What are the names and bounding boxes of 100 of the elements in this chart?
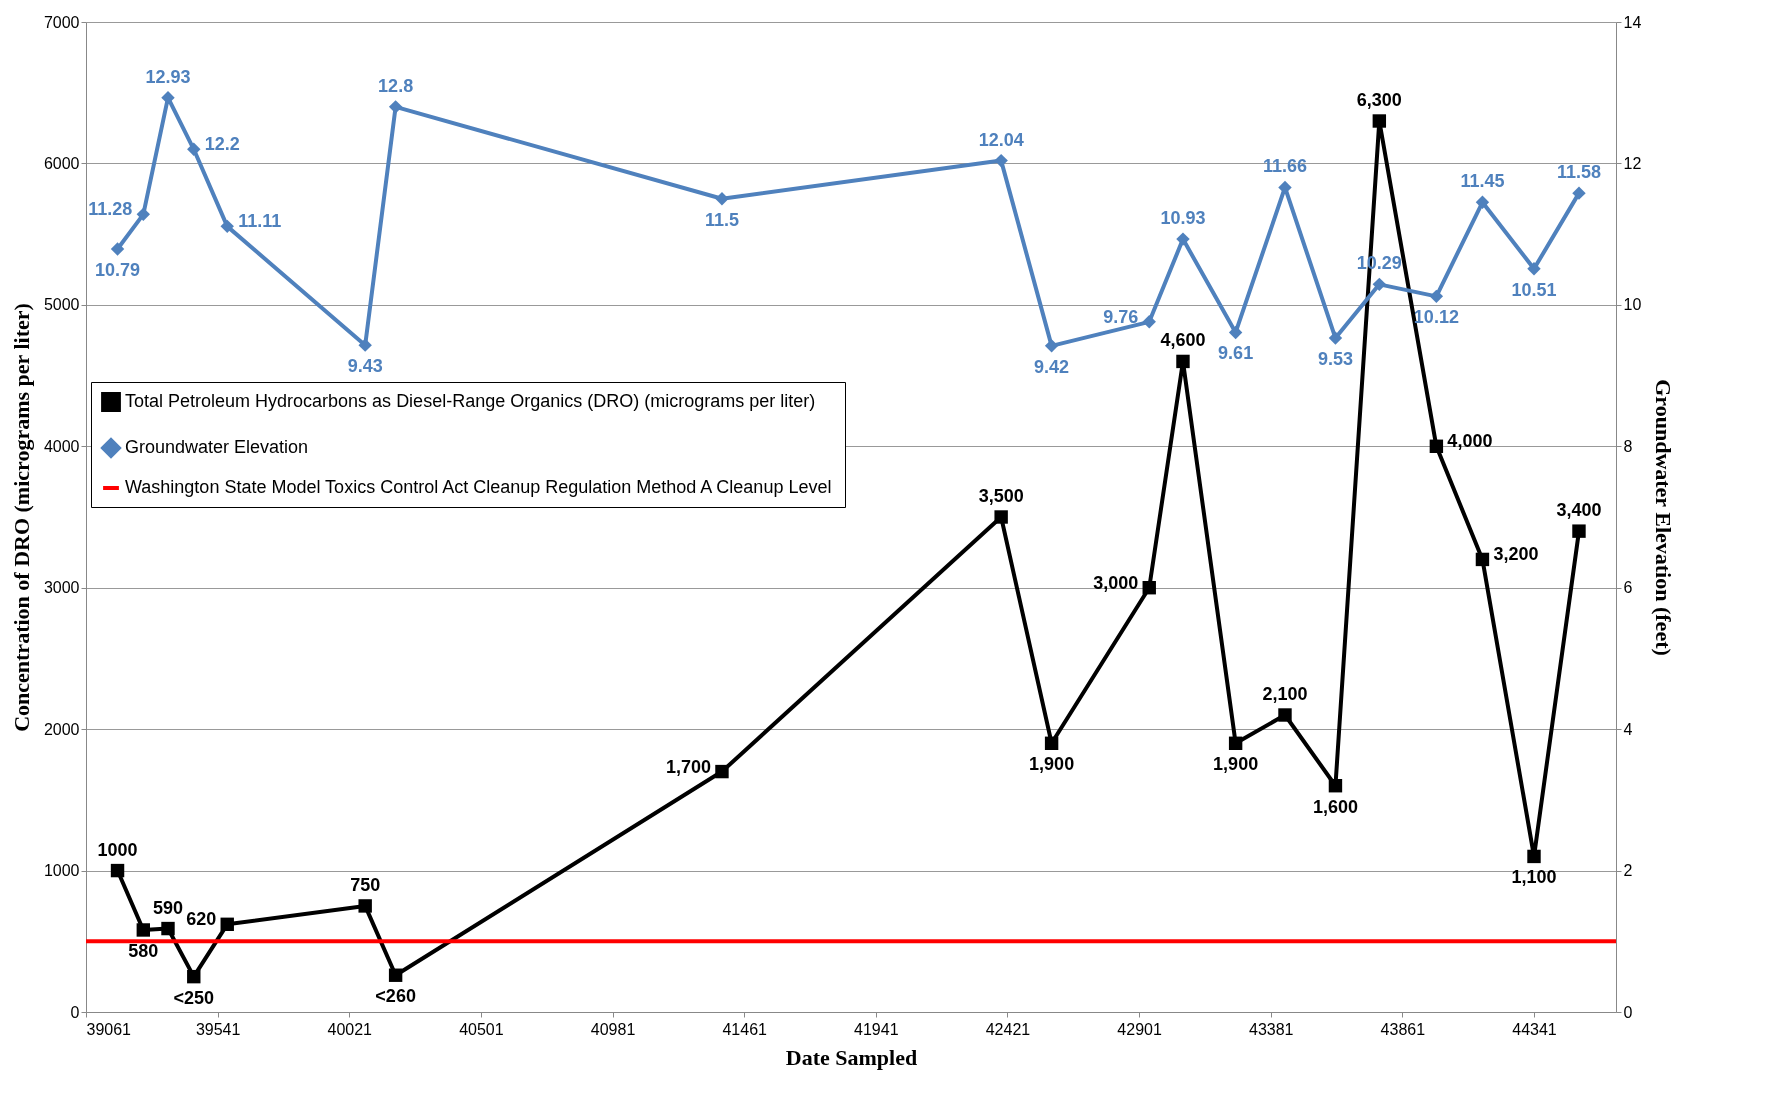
data-label: 6,300 <box>1356 90 1402 110</box>
point <box>715 192 729 206</box>
y2-tick-label: 14 <box>1623 13 1642 31</box>
point <box>161 921 175 936</box>
data-label: <250 <box>173 987 215 1008</box>
data-label: 10.51 <box>1511 279 1557 300</box>
x-tick-label: 41461 <box>722 1020 768 1038</box>
point <box>1527 262 1541 276</box>
x-tick-label: 39061 <box>86 1020 132 1038</box>
x-tick-label: 44341 <box>1512 1020 1557 1038</box>
point <box>388 100 403 114</box>
point <box>136 207 151 222</box>
point <box>136 923 151 937</box>
y2-tick-label: 8 <box>1623 437 1633 455</box>
y-tick-label: 3000 <box>43 579 80 597</box>
y-tick-label: 7000 <box>43 13 80 31</box>
legend-label: Total Petroleum Hydrocarbons as Diesel-Range Organics (DRO) (micrograms per liter) <box>125 391 816 411</box>
y2-tick-label: 6 <box>1623 579 1633 597</box>
point <box>1572 186 1586 200</box>
data-label: 9.43 <box>347 356 383 377</box>
y2-axis-title: Groundwater Elevation (feet) <box>1651 379 1677 656</box>
point <box>1044 339 1059 353</box>
point <box>358 899 372 913</box>
point <box>1328 779 1343 793</box>
data-label: 3,200 <box>1493 544 1539 565</box>
x-tick-label: 42901 <box>1117 1020 1162 1038</box>
point <box>358 338 372 352</box>
data-label: 12.04 <box>978 129 1024 150</box>
data-label: 4,600 <box>1160 330 1206 351</box>
data-label: 3,400 <box>1556 500 1602 521</box>
point <box>1176 354 1190 369</box>
data-label: 9.76 <box>1103 306 1139 327</box>
x-tick-label: 42421 <box>985 1020 1031 1038</box>
data-label: 12.8 <box>378 75 414 96</box>
point <box>161 90 175 105</box>
point <box>1278 708 1292 722</box>
data-label: 1,100 <box>1511 867 1557 888</box>
data-label: 620 <box>186 909 217 930</box>
data-label: 1,600 <box>1312 796 1358 817</box>
data-label: 1,700 <box>665 756 711 777</box>
legend-label: Washington State Model Toxics Control Act Cleanup Regulation Method A Cleanup Level <box>125 477 832 497</box>
point <box>1328 331 1343 345</box>
y-axis-title: Concentration of DRO (micrograms per liter) <box>8 303 34 732</box>
point <box>1527 849 1541 864</box>
data-label: 11.28 <box>88 199 133 220</box>
x-tick-label: 40981 <box>590 1020 636 1038</box>
point <box>187 142 201 156</box>
data-label: 11.58 <box>1556 162 1602 183</box>
data-label: 4,000 <box>1447 431 1493 452</box>
y2-tick-label: 12 <box>1623 154 1642 172</box>
data-label: 11.5 <box>704 209 739 230</box>
point <box>388 968 403 982</box>
point <box>220 917 234 932</box>
data-label: <260 <box>375 986 416 1007</box>
point <box>1572 524 1586 538</box>
x-axis-title: Date Sampled <box>785 1044 918 1070</box>
point <box>1176 232 1190 246</box>
point <box>1372 277 1387 292</box>
data-label: 10.79 <box>95 259 141 280</box>
point <box>1429 289 1444 304</box>
y-tick-label: 1000 <box>43 862 80 880</box>
x-tick-label: 43381 <box>1248 1020 1294 1038</box>
y-tick-label: 2000 <box>43 720 80 738</box>
y-tick-label: 0 <box>70 1003 80 1021</box>
point <box>1372 114 1387 128</box>
data-label: 2,100 <box>1262 684 1308 704</box>
point <box>220 219 234 234</box>
data-label: 11.11 <box>238 211 282 232</box>
y-tick-label: 4000 <box>43 437 80 455</box>
point <box>1475 552 1490 567</box>
y2-tick-label: 4 <box>1623 720 1633 738</box>
data-label: 12.2 <box>204 134 240 155</box>
point <box>994 510 1008 524</box>
legend-label: Groundwater Elevation <box>125 437 309 457</box>
point <box>1142 315 1156 329</box>
data-label: 10.93 <box>1160 208 1206 229</box>
y2-tick-label: 2 <box>1623 862 1633 880</box>
point <box>110 242 125 256</box>
point <box>1044 736 1059 750</box>
point <box>994 153 1008 168</box>
point <box>1429 439 1444 453</box>
data-label: 1,900 <box>1029 754 1075 775</box>
point <box>187 969 201 984</box>
data-label: 12.93 <box>145 66 191 87</box>
data-label: 750 <box>350 874 381 895</box>
point <box>1142 581 1156 595</box>
data-label: 1,900 <box>1213 754 1259 775</box>
data-label: 1000 <box>97 839 138 860</box>
x-tick-label: 43861 <box>1380 1020 1426 1038</box>
y-tick-label: 5000 <box>43 296 80 314</box>
x-tick-label: 39541 <box>195 1020 241 1038</box>
x-tick-label: 41941 <box>854 1020 899 1038</box>
data-label: 3,500 <box>978 486 1024 506</box>
x-tick-label: 40501 <box>459 1020 504 1038</box>
point <box>110 863 125 878</box>
point <box>1475 195 1490 210</box>
data-label: 9.42 <box>1034 356 1070 377</box>
data-label: 580 <box>128 940 159 961</box>
y2-tick-label: 0 <box>1623 1003 1633 1021</box>
data-label: 9.53 <box>1317 349 1353 370</box>
